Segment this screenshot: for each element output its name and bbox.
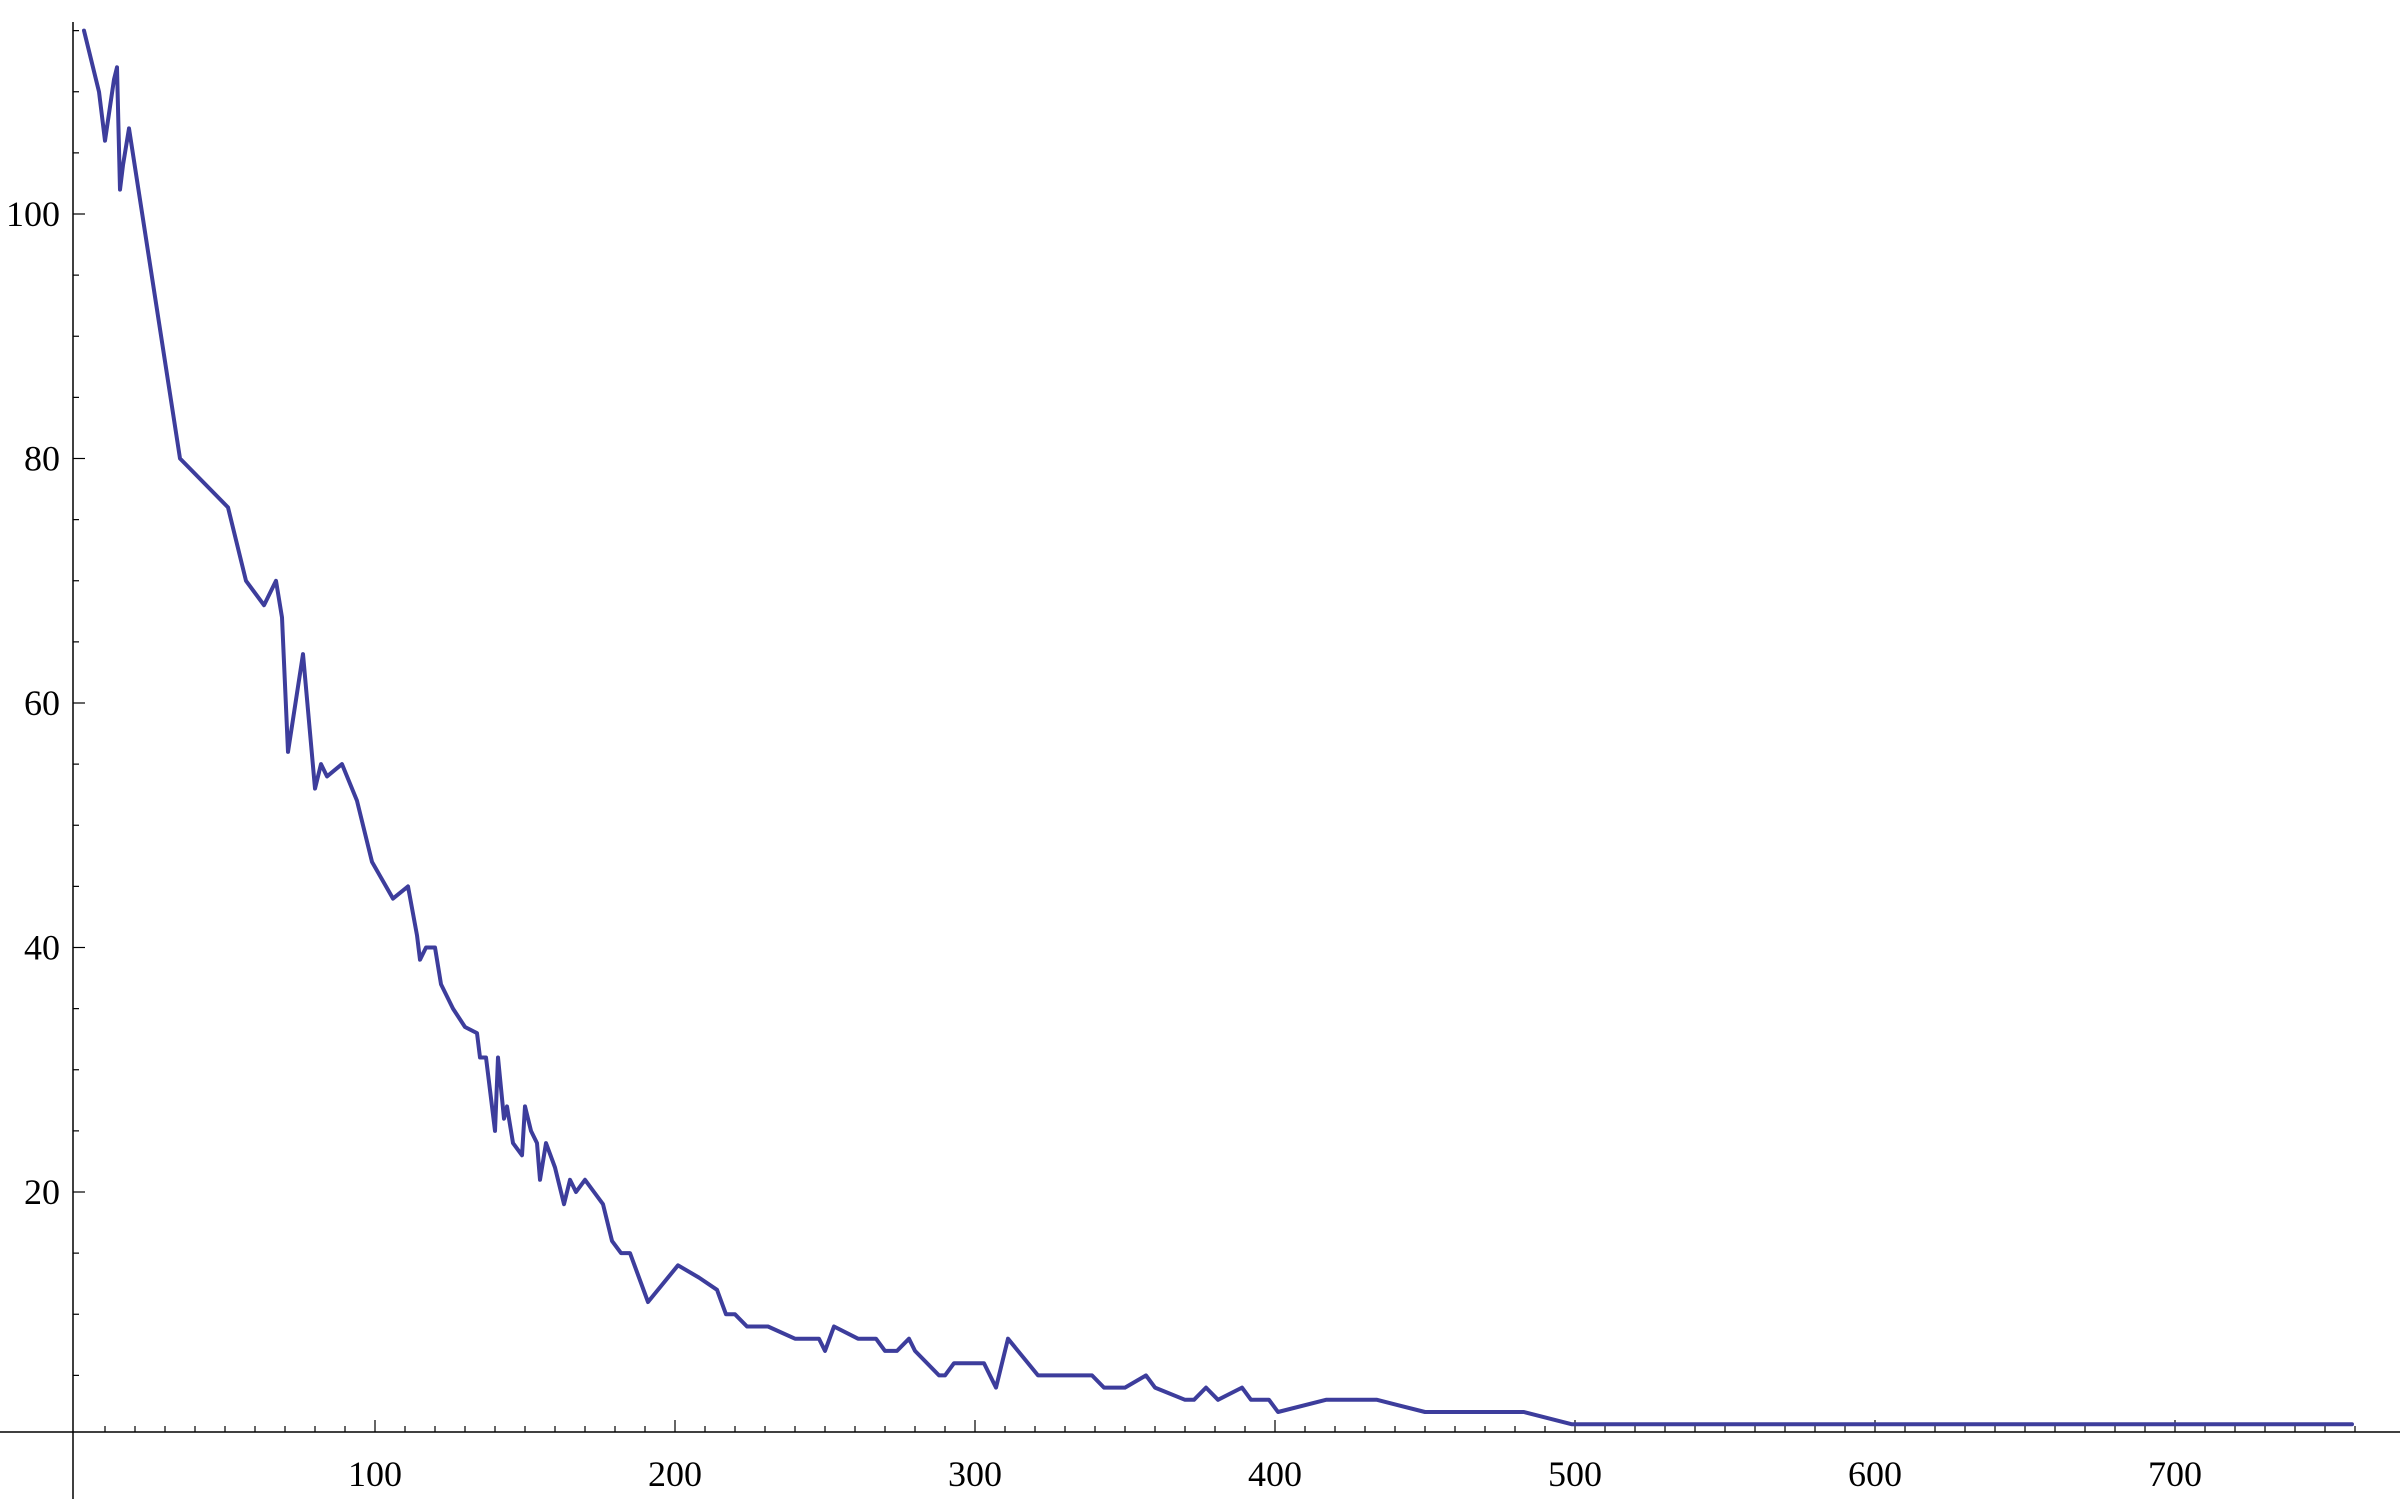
x-tick-labels: 100 200 300 400 500 600 700: [348, 1454, 2202, 1494]
x-tick-label: 700: [2148, 1454, 2202, 1494]
major-ticks: [73, 213, 2176, 1432]
x-tick-label: 400: [1248, 1454, 1302, 1494]
series-line-0: [82, 28, 2354, 1427]
y-tick-label: 80: [24, 439, 60, 479]
x-tick-label: 100: [348, 1454, 402, 1494]
y-tick-labels: 20 40 60 80 100: [6, 194, 60, 1212]
x-tick-label: 500: [1548, 1454, 1602, 1494]
x-tick-label: 600: [1848, 1454, 1902, 1494]
y-tick-label: 20: [24, 1172, 60, 1212]
x-tick-label: 200: [648, 1454, 702, 1494]
minor-ticks: [73, 30, 2356, 1432]
x-tick-label: 300: [948, 1454, 1002, 1494]
y-tick-label: 60: [24, 683, 60, 723]
y-tick-label: 40: [24, 928, 60, 968]
series-group: [82, 28, 2354, 1427]
y-tick-label: 100: [6, 194, 60, 234]
